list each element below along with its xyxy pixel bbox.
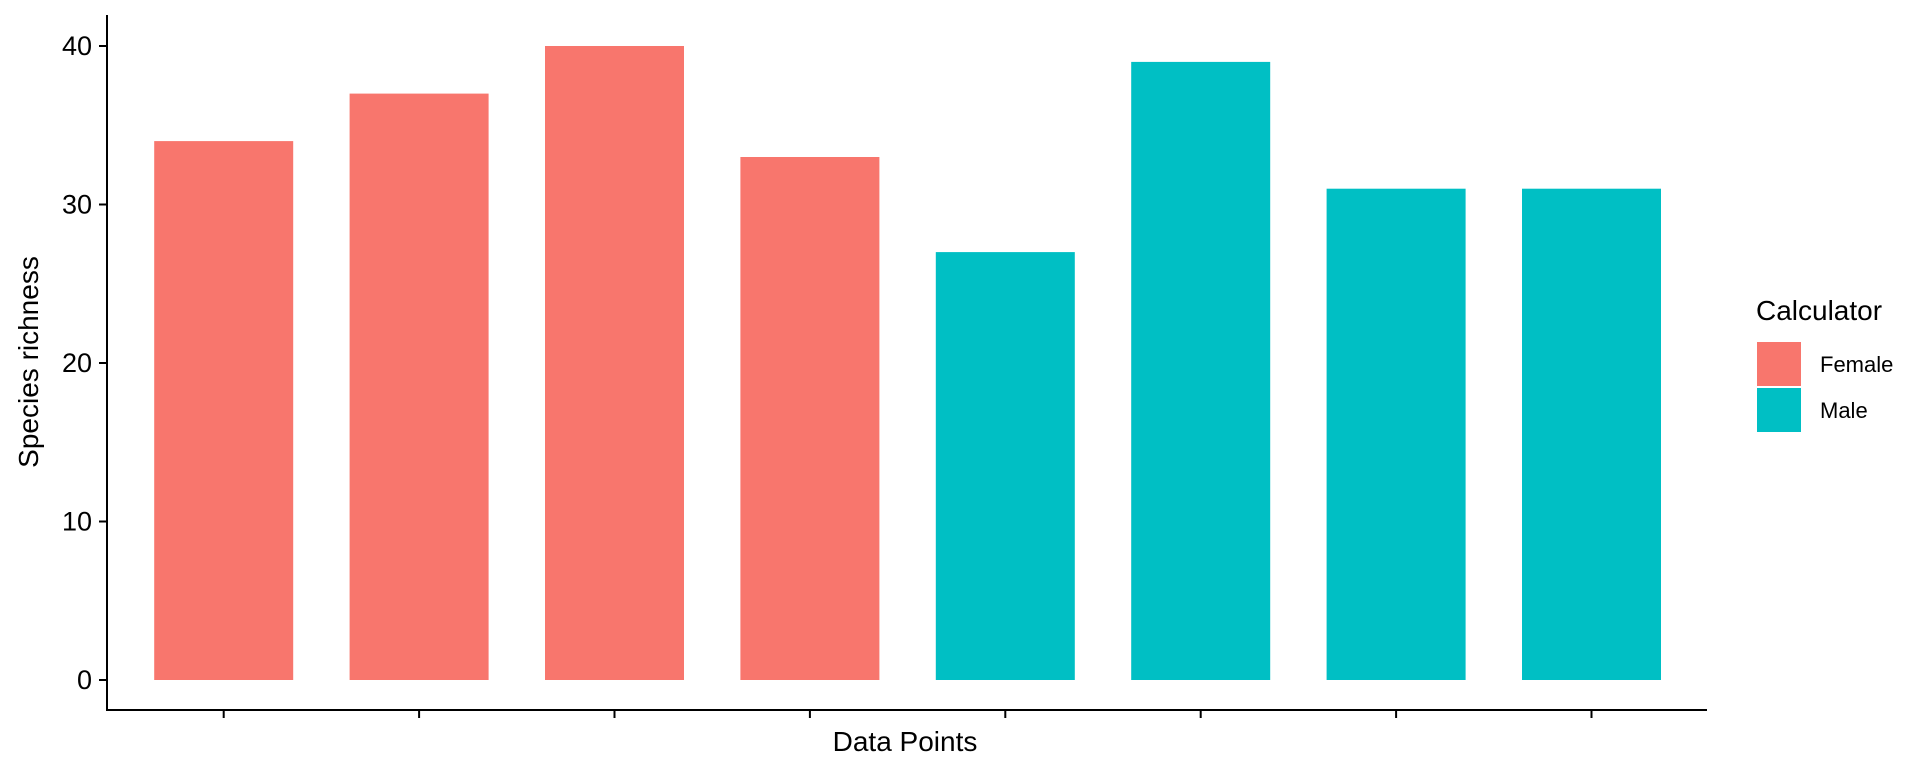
y-axis-title: Species richness bbox=[13, 256, 44, 468]
bar-7 bbox=[1326, 188, 1466, 680]
legend-label-male: Male bbox=[1820, 398, 1868, 423]
axes: 0 10 20 30 40 bbox=[62, 15, 1707, 718]
bar-5 bbox=[935, 252, 1075, 680]
bar-8 bbox=[1522, 188, 1661, 680]
y-tick-label: 40 bbox=[62, 31, 92, 61]
legend-swatch-female bbox=[1757, 342, 1801, 386]
y-tick-label: 20 bbox=[62, 348, 92, 378]
bars bbox=[154, 46, 1661, 681]
bar-2 bbox=[349, 93, 489, 681]
bar-3 bbox=[545, 46, 684, 680]
y-tick-label: 10 bbox=[62, 507, 92, 537]
bar-6 bbox=[1131, 61, 1271, 680]
legend-title: Calculator bbox=[1756, 295, 1882, 326]
bar-1 bbox=[154, 141, 294, 681]
y-tick-label: 30 bbox=[62, 190, 92, 220]
legend-label-female: Female bbox=[1820, 352, 1893, 377]
x-axis-title: Data Points bbox=[833, 726, 978, 757]
legend: Calculator Female Male bbox=[1756, 295, 1893, 432]
bar-4 bbox=[740, 157, 880, 680]
legend-swatch-male bbox=[1757, 388, 1801, 432]
y-tick-label: 0 bbox=[77, 665, 92, 695]
